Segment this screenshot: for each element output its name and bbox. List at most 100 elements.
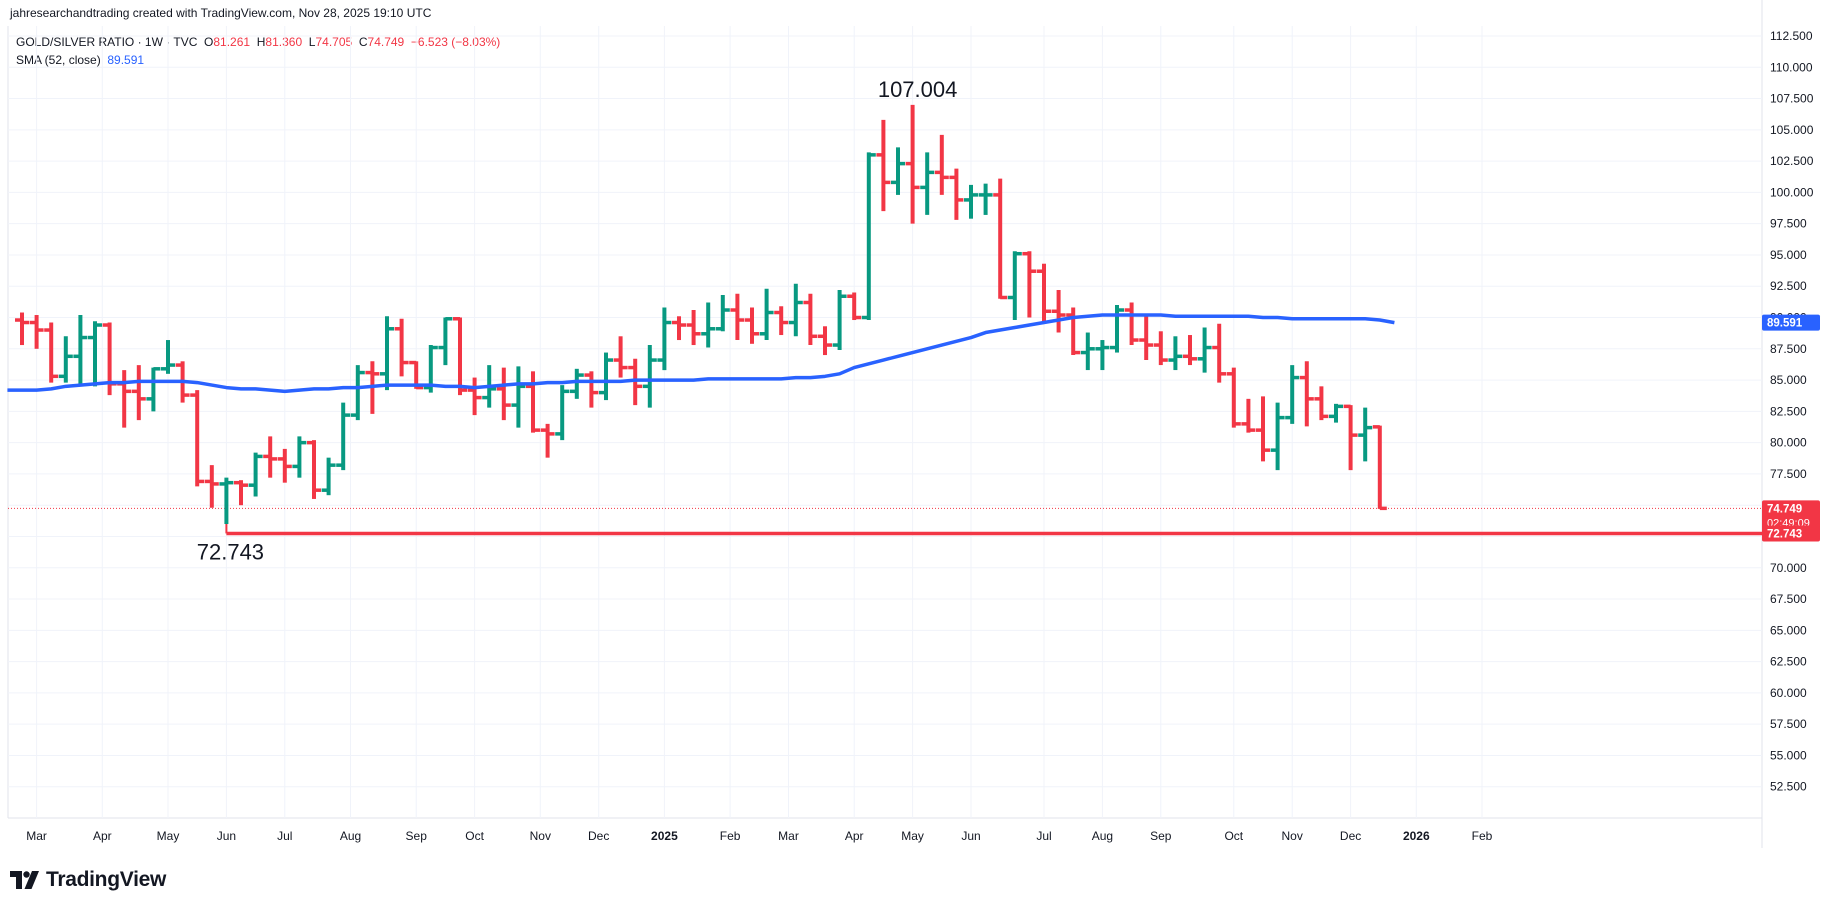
x-tick-label: Feb xyxy=(1472,829,1493,843)
ohlc-bar xyxy=(847,292,862,321)
ohlc-bar xyxy=(920,152,935,215)
ohlc-bar xyxy=(73,315,88,387)
y-tick-label: 80.000 xyxy=(1770,436,1807,450)
ohlc-bar xyxy=(832,289,847,351)
ohlc-bar xyxy=(1139,315,1154,361)
y-tick-label: 82.500 xyxy=(1770,404,1807,418)
ohlc-bar xyxy=(453,317,467,396)
ohlc-bar xyxy=(248,452,263,497)
legend-sma-label[interactable]: SMA (52, close) xyxy=(16,53,101,67)
legend-sma-row: SMA (52, close) 89.591 xyxy=(16,51,500,69)
y-tick-label: 100.000 xyxy=(1770,185,1814,199)
x-tick-label: Sep xyxy=(1150,829,1172,843)
chart-credit: jahresearchandtrading created with Tradi… xyxy=(10,6,432,20)
x-axis[interactable]: Mar Apr May Jun Jul Aug Sep Oct Nov Dec 2025 Feb Mar… xyxy=(26,829,1492,843)
ohlc-bar xyxy=(978,183,993,215)
tradingview-logo-icon xyxy=(10,871,39,889)
ohlc-bar xyxy=(1241,398,1256,433)
ohlc-bar xyxy=(190,390,205,487)
last-price-tag: 74.749 xyxy=(1767,503,1802,515)
ohlc-bar xyxy=(161,340,175,374)
ohlc-bar xyxy=(891,147,905,195)
legend-symbol[interactable]: GOLD/SILVER RATIO · 1W · TVC xyxy=(16,35,198,49)
y-axis[interactable]: 52.500 55.000 57.500 60.000 62.500 65.000 67.5… xyxy=(1770,29,1814,794)
ohlc-bar xyxy=(380,316,394,391)
ohlc-bar xyxy=(672,316,686,341)
ohlc-bar xyxy=(467,377,482,416)
annotation-layer: 107.004 72.743 xyxy=(197,77,958,565)
ohlc-bar xyxy=(993,178,1008,300)
ohlc-bar xyxy=(350,365,365,421)
legend-low-value: 74.705 xyxy=(315,35,353,49)
x-tick-label: Aug xyxy=(340,829,361,843)
y-tick-label: 65.000 xyxy=(1770,623,1807,637)
x-tick-label: Jul xyxy=(1036,829,1051,843)
x-tick-label: May xyxy=(901,829,924,843)
x-tick-label: Jul xyxy=(277,829,292,843)
ohlc-bar xyxy=(1037,263,1051,323)
ohlc-bar xyxy=(1183,335,1197,366)
ohlc-bar xyxy=(1226,367,1241,428)
x-tick-label: Aug xyxy=(1092,829,1113,843)
ohlc-bar xyxy=(1007,251,1022,321)
ohlc-bar xyxy=(131,365,146,421)
ohlc-bar xyxy=(613,336,628,378)
legend-open-value: 81.261 xyxy=(213,35,251,49)
ohlc-bar xyxy=(949,168,964,220)
ohlc-bar xyxy=(818,326,832,356)
ohlc-bar xyxy=(759,288,774,341)
legend-high-label: H xyxy=(256,35,266,49)
ohlc-bar xyxy=(204,465,219,508)
support-line-layer xyxy=(8,507,1762,536)
y-tick-label: 52.500 xyxy=(1770,780,1807,794)
x-tick-label: May xyxy=(157,829,180,843)
x-tick-label: Mar xyxy=(26,829,47,843)
ohlc-bar xyxy=(496,367,511,421)
ohlc-bar xyxy=(876,119,891,212)
sma-layer xyxy=(7,313,1395,394)
ohlc-bar xyxy=(701,302,716,348)
ohlc-bar xyxy=(146,367,161,412)
y-tick-label: 55.000 xyxy=(1770,748,1807,762)
ohlc-bar xyxy=(438,317,453,366)
y-tick-label: 102.500 xyxy=(1770,154,1814,168)
x-tick-label: Sep xyxy=(406,829,428,843)
y-tick-label: 92.500 xyxy=(1770,279,1807,293)
tradingview-logo[interactable]: TradingView xyxy=(10,868,166,892)
ohlc-bar xyxy=(540,423,555,458)
legend-symbol-row: GOLD/SILVER RATIO · 1W · TVC O81.261 H81… xyxy=(16,33,500,51)
ohlc-bar xyxy=(1270,402,1285,471)
ohlc-bar xyxy=(555,385,570,441)
ohlc-bar xyxy=(1197,327,1212,373)
ohlc-bar xyxy=(774,306,789,336)
ohlc-bar xyxy=(292,436,307,478)
ohlc-bar xyxy=(511,366,526,428)
ohlc-bar xyxy=(1372,425,1387,511)
legend-close-label: C xyxy=(358,35,368,49)
x-tick-label: Oct xyxy=(465,829,484,843)
ohlc-bar xyxy=(44,322,59,383)
ohlc-bar xyxy=(599,352,613,401)
ohlc-bar xyxy=(1095,340,1110,371)
ohlc-bar xyxy=(715,294,730,332)
last-price-tag-bg xyxy=(1762,500,1820,531)
y-tick-label: 57.500 xyxy=(1770,717,1807,731)
x-tick-label: 2026 xyxy=(1403,829,1430,843)
y-tick-label: 87.500 xyxy=(1770,342,1807,356)
ohlc-bar xyxy=(1153,331,1168,366)
y-tick-label: 105.000 xyxy=(1770,123,1814,137)
ohlc-bar xyxy=(1343,404,1358,471)
low-price-tag-bg xyxy=(1762,525,1820,542)
ohlc-bar xyxy=(234,480,248,506)
ohlc-bar xyxy=(1358,407,1373,462)
x-tick-label: Jun xyxy=(217,829,236,843)
ohlc-bar xyxy=(745,307,759,344)
ohlc-bar xyxy=(803,293,818,346)
ohlc-bar xyxy=(934,134,949,195)
price-annotation: 72.743 xyxy=(197,539,264,564)
tradingview-brand: TradingView xyxy=(46,868,167,891)
x-tick-label: Apr xyxy=(93,829,112,843)
ohlc-bar xyxy=(1124,302,1139,346)
sma-price-tag: 89.591 xyxy=(1767,318,1803,330)
